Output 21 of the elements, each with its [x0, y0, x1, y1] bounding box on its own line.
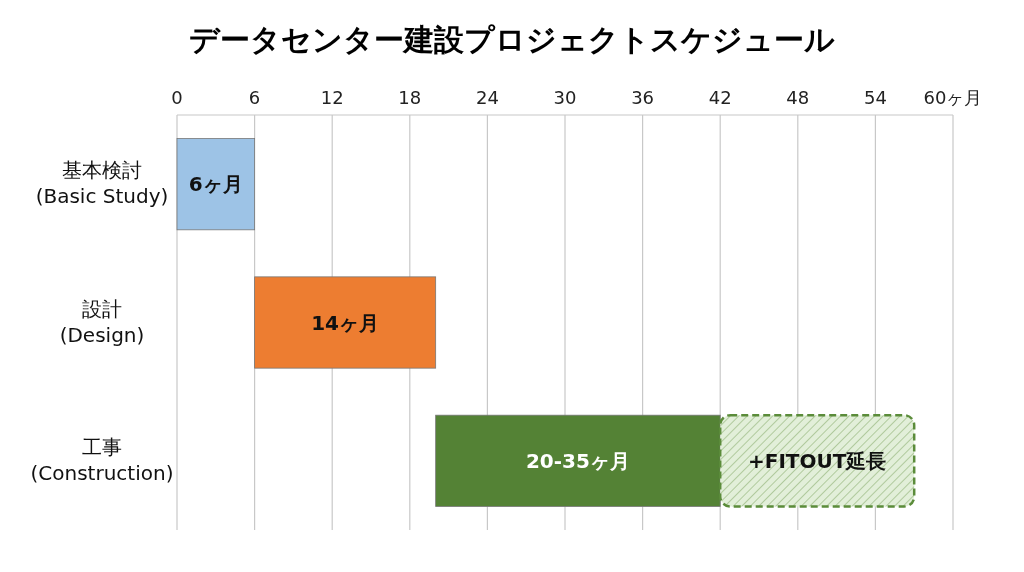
- chart-title: データセンター建設プロジェクトスケジュール: [189, 22, 835, 57]
- bar: [176, 138, 255, 231]
- y-tick-label: 工事 (Construction): [30, 434, 174, 485]
- x-tick-label: 0: [171, 87, 183, 108]
- data-label: +FITOUT延長: [748, 448, 887, 473]
- x-tick-label: 18: [398, 87, 422, 108]
- x-tick-label: 12: [320, 87, 344, 108]
- x-tick-label: 30: [553, 87, 577, 108]
- data-label: 14ヶ月: [311, 310, 380, 335]
- x-tick-label: 48: [786, 87, 810, 108]
- data-label: 6ヶ月: [188, 172, 243, 197]
- x-tick-label: 60ヶ月: [923, 87, 983, 108]
- bar: [254, 276, 437, 369]
- x-tick-label: 24: [475, 87, 499, 108]
- y-tick-label: 基本検討 (Basic Study): [35, 158, 169, 209]
- x-tick-label: 6: [248, 87, 261, 108]
- data-label: 20-35ヶ月: [525, 448, 630, 473]
- x-tick-label: 42: [708, 87, 732, 108]
- x-tick-label: 36: [631, 87, 655, 108]
- y-tick-label: 設計 (Design): [59, 296, 145, 347]
- x-tick-label: 54: [863, 87, 887, 108]
